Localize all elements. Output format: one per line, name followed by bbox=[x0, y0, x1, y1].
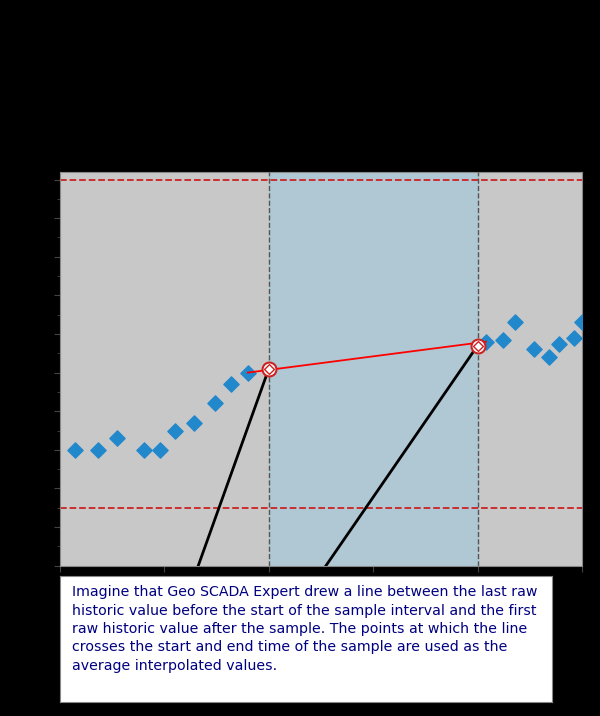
Point bbox=[511, 316, 520, 328]
Point bbox=[243, 367, 253, 378]
Point bbox=[530, 344, 539, 355]
Point bbox=[70, 444, 80, 455]
Point bbox=[93, 444, 103, 455]
Point bbox=[264, 363, 274, 374]
Point bbox=[226, 379, 236, 390]
Text: Imagine that Geo SCADA Expert drew a line between the last raw
historic value be: Imagine that Geo SCADA Expert drew a lin… bbox=[73, 585, 538, 673]
Point bbox=[112, 432, 122, 444]
Point bbox=[498, 334, 508, 346]
Point bbox=[544, 352, 553, 363]
Point bbox=[554, 338, 564, 349]
Point bbox=[170, 425, 180, 436]
Point bbox=[139, 444, 148, 455]
Bar bbox=[269, 172, 478, 566]
Point bbox=[189, 417, 199, 428]
Point bbox=[569, 332, 578, 344]
Point bbox=[577, 316, 587, 328]
Point bbox=[155, 444, 165, 455]
Point bbox=[481, 336, 491, 347]
Point bbox=[473, 340, 482, 352]
Point bbox=[210, 398, 220, 410]
